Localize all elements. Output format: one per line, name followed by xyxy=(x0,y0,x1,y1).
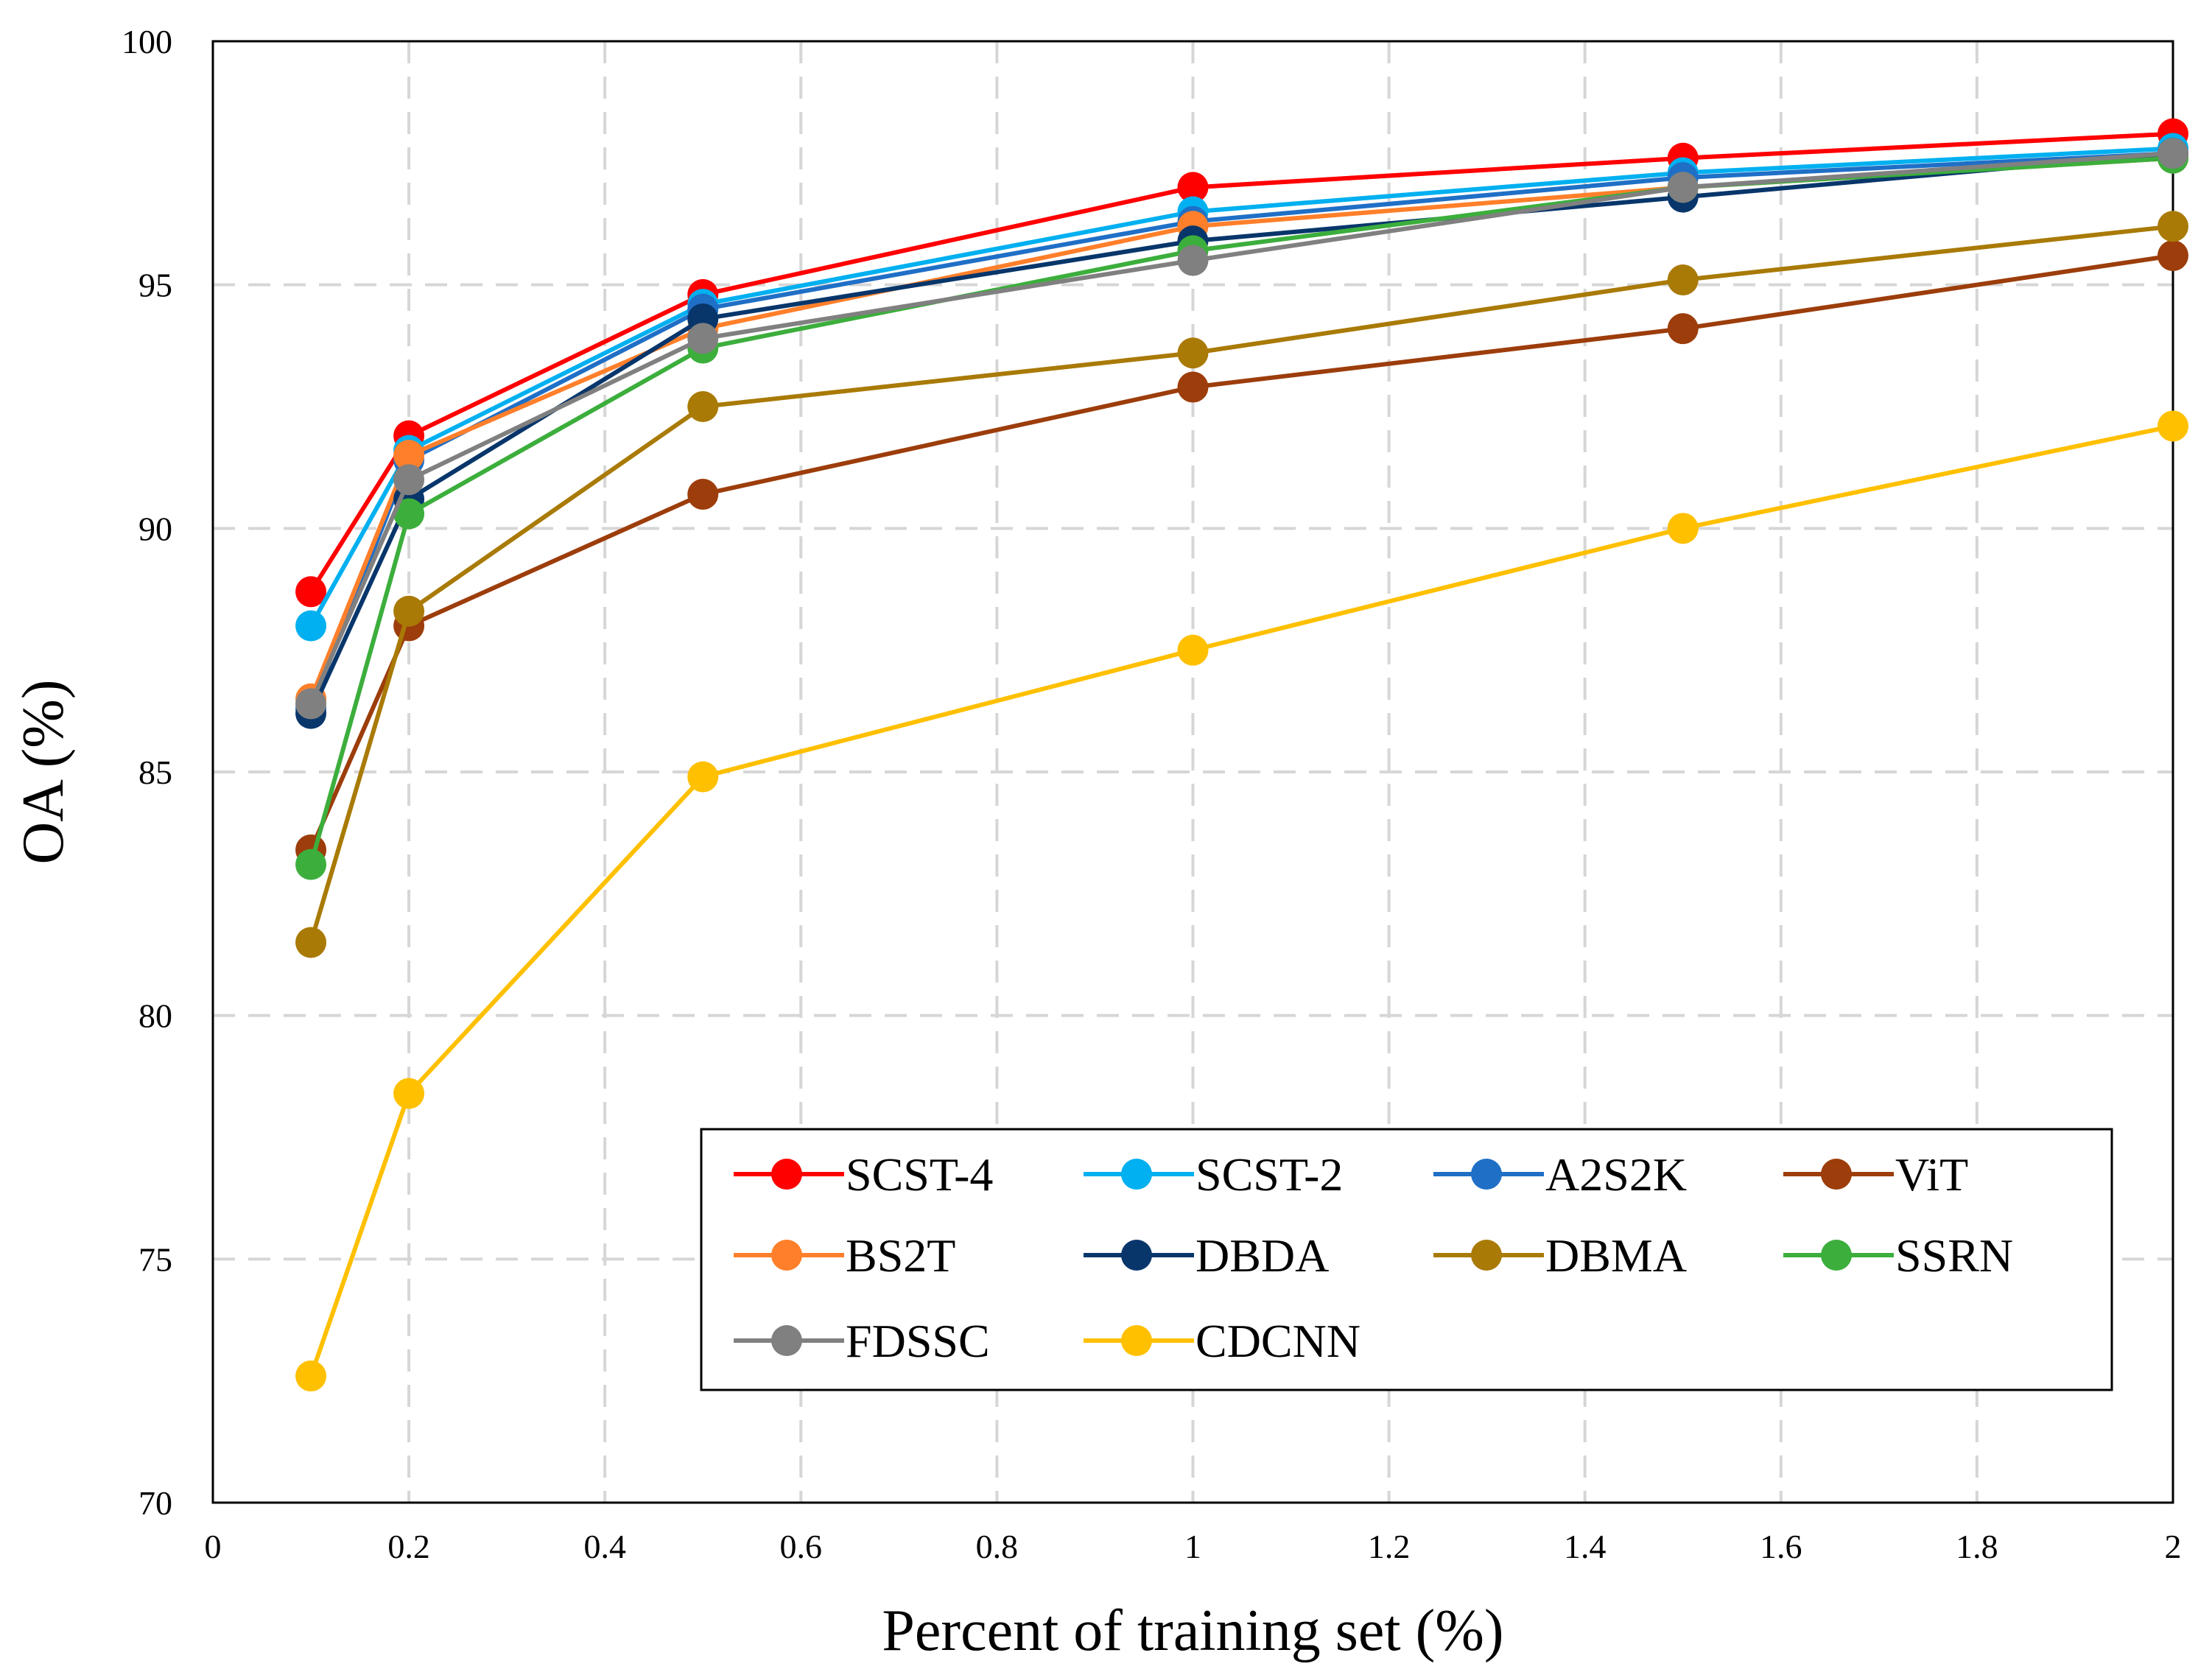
x-tick-label: 1.8 xyxy=(1956,1528,1998,1565)
data-point xyxy=(1177,371,1209,403)
legend-item: SCST-2 xyxy=(1084,1148,1343,1201)
legend-item: FDSSC xyxy=(734,1315,990,1367)
legend: SCST-4 SCST-2 A2S2K ViT BS2T DBDA DBMA SSRN FDSS… xyxy=(700,1128,2113,1391)
y-tick-label: 85 xyxy=(138,754,172,791)
data-point xyxy=(1667,313,1699,345)
x-tick-label: 1 xyxy=(1184,1528,1201,1565)
legend-item: CDCNN xyxy=(1084,1315,1360,1367)
series-line xyxy=(309,146,2174,628)
data-point xyxy=(1667,264,1699,296)
data-point xyxy=(393,440,425,471)
series-cdcnn xyxy=(295,410,2188,1392)
data-point xyxy=(393,1078,425,1109)
legend-marker xyxy=(1471,1159,1502,1190)
series-line xyxy=(309,224,2174,944)
legend-label: SSRN xyxy=(1895,1229,2013,1282)
legend-label: FDSSC xyxy=(846,1315,990,1367)
y-tick-label: 100 xyxy=(122,23,172,60)
data-point xyxy=(2157,239,2188,271)
data-point xyxy=(393,498,425,530)
data-point xyxy=(1177,337,1209,369)
legend-marker xyxy=(1121,1240,1152,1271)
series-dbma xyxy=(295,211,2188,958)
x-tick-label: 0.4 xyxy=(583,1528,626,1565)
series-line xyxy=(309,424,2174,1377)
legend-label: SCST-2 xyxy=(1195,1148,1343,1201)
legend-marker xyxy=(771,1159,802,1190)
data-point xyxy=(687,323,719,354)
y-tick-label: 70 xyxy=(138,1484,172,1522)
x-tick-label: 0.6 xyxy=(780,1528,823,1565)
legend-marker xyxy=(1121,1159,1152,1190)
legend-item: BS2T xyxy=(734,1229,955,1282)
legend-item: DBDA xyxy=(1084,1229,1329,1282)
data-point xyxy=(687,479,719,510)
x-tick-label: 1.2 xyxy=(1368,1528,1411,1565)
x-tick-label: 0.2 xyxy=(387,1528,430,1565)
legend-item: DBMA xyxy=(1433,1229,1687,1282)
series-line xyxy=(309,151,2174,714)
x-axis-title: Percent of training set (%) xyxy=(882,1598,1503,1663)
legend-marker xyxy=(1821,1240,1852,1271)
data-point xyxy=(295,927,327,958)
x-tick-label: 1.6 xyxy=(1760,1528,1802,1565)
legend-label: DBMA xyxy=(1545,1229,1687,1282)
legend-label: CDCNN xyxy=(1195,1315,1360,1367)
data-point xyxy=(1177,172,1209,203)
data-point xyxy=(1667,513,1699,544)
data-point xyxy=(295,576,327,608)
series-line xyxy=(309,151,2174,705)
y-axis-title: OA (%) xyxy=(11,679,76,864)
data-point xyxy=(295,610,327,642)
legend-item: A2S2K xyxy=(1433,1148,1687,1201)
y-axis-ticks: 70 75 80 85 90 95 100 xyxy=(122,23,172,1522)
plot-area xyxy=(211,40,2174,1504)
data-point xyxy=(687,761,719,793)
data-point xyxy=(1177,634,1209,666)
legend-label: BS2T xyxy=(846,1229,955,1282)
data-point xyxy=(1177,245,1209,276)
data-point xyxy=(2157,211,2188,242)
y-tick-label: 90 xyxy=(138,510,172,547)
legend-label: ViT xyxy=(1895,1148,1968,1201)
legend-marker xyxy=(1821,1159,1852,1190)
legend-label: A2S2K xyxy=(1545,1148,1687,1201)
x-tick-label: 0 xyxy=(205,1528,222,1565)
legend-item: ViT xyxy=(1783,1148,1968,1201)
legend-label: SCST-4 xyxy=(846,1148,993,1201)
series-group xyxy=(295,118,2188,1392)
data-point xyxy=(2157,410,2188,442)
data-point xyxy=(2157,138,2188,169)
data-point xyxy=(295,849,327,880)
x-tick-label: 1.4 xyxy=(1564,1528,1607,1565)
legend-marker xyxy=(771,1325,802,1356)
series-line xyxy=(309,131,2174,593)
x-tick-label: 2 xyxy=(2165,1528,2182,1565)
data-point xyxy=(393,595,425,627)
data-point xyxy=(1667,172,1699,203)
data-point xyxy=(687,391,719,422)
legend-label: DBDA xyxy=(1195,1229,1329,1282)
y-tick-label: 80 xyxy=(138,997,172,1035)
legend-item: SSRN xyxy=(1783,1229,2013,1282)
y-tick-label: 95 xyxy=(138,267,172,304)
data-point xyxy=(393,464,425,496)
data-point xyxy=(295,688,327,720)
legend-marker xyxy=(1471,1240,1502,1271)
legend-item: SCST-4 xyxy=(734,1148,993,1201)
x-tick-label: 0.8 xyxy=(976,1528,1019,1565)
legend-marker xyxy=(771,1240,802,1271)
x-axis-ticks: 0 0.2 0.4 0.6 0.8 1 1.2 1.4 1.6 1.8 2 xyxy=(205,1528,2182,1565)
series-fdssc xyxy=(295,138,2188,720)
legend-marker xyxy=(1121,1325,1152,1356)
data-point xyxy=(295,1360,327,1392)
y-tick-label: 75 xyxy=(138,1240,172,1278)
